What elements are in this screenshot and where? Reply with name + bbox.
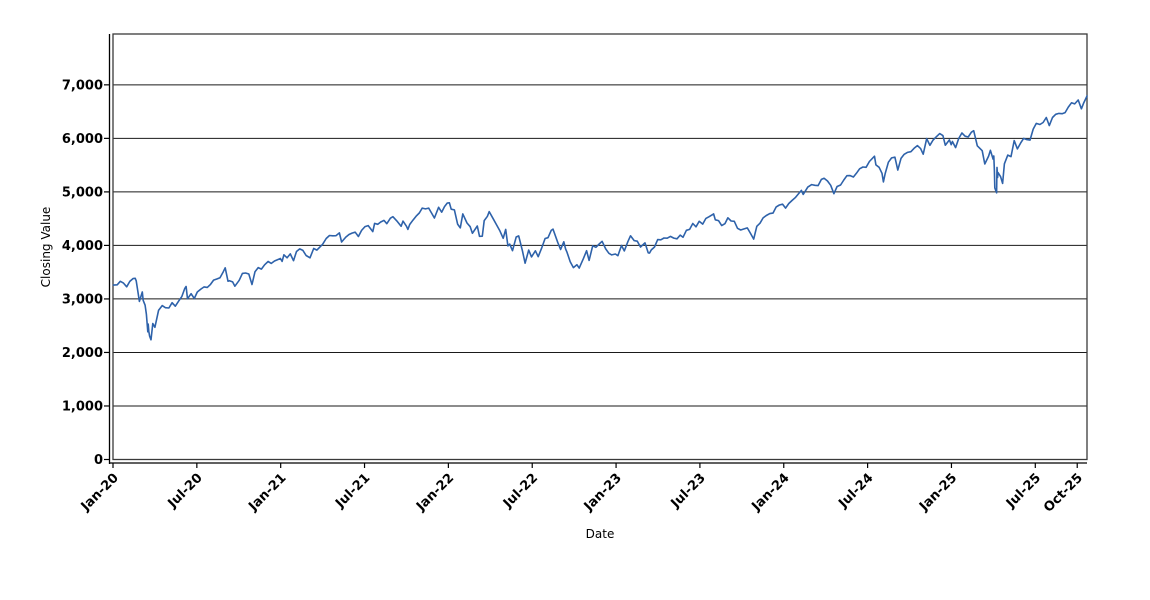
x-tick-label: Oct-25	[1041, 471, 1086, 516]
x-tick-label: Jan-24	[748, 471, 792, 515]
y-tick-label: 7,000	[62, 78, 103, 93]
y-tick-label: 6,000	[62, 132, 103, 147]
x-tick-label: Jul-20	[165, 471, 206, 512]
x-tick-label: Jul-23	[668, 471, 709, 512]
x-tick-label: Jul-25	[1003, 471, 1044, 512]
x-tick-label: Jan-20	[78, 471, 122, 515]
plot-border	[112, 33, 1088, 461]
x-axis-title: Date	[585, 527, 615, 541]
x-tick-label: Jan-23	[581, 471, 625, 515]
y-tick-label: 0	[94, 453, 103, 468]
x-tick-label: Jul-24	[835, 471, 876, 512]
x-tick-label: Jan-25	[916, 471, 960, 515]
y-tick-label: 3,000	[62, 292, 103, 307]
y-tick-label: 5,000	[62, 185, 103, 200]
x-tick-label: Jul-22	[500, 471, 541, 512]
x-tick-label: Jan-21	[245, 471, 289, 515]
y-tick-label: 4,000	[62, 239, 103, 254]
y-axis-title: Closing Value	[39, 206, 53, 288]
x-tick-label: Jan-22	[413, 471, 457, 515]
y-tick-label: 2,000	[62, 346, 103, 361]
y-tick-label: 1,000	[62, 399, 103, 414]
x-tick-label: Jul-21	[332, 471, 373, 512]
closing-value-line	[112, 95, 1088, 341]
